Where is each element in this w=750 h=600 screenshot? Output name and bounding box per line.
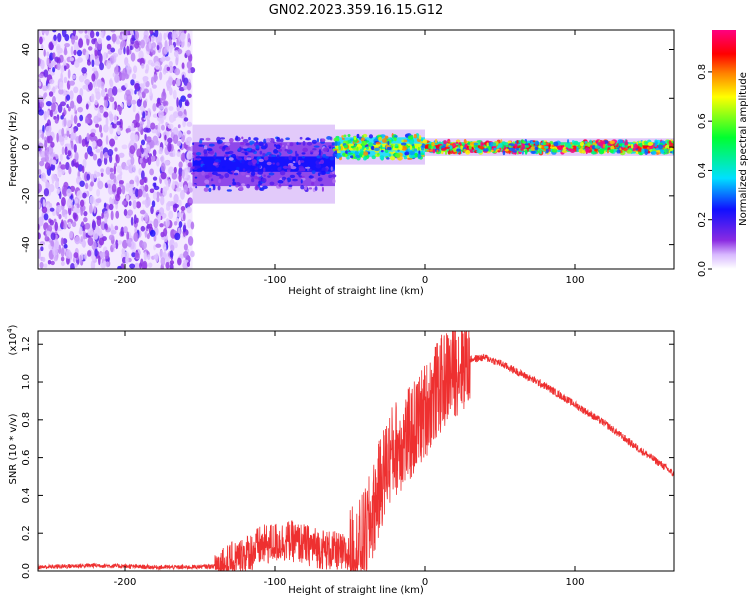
- x-tick-label: 0: [422, 275, 428, 286]
- snr-panel: -200 -100 0 100 0.0 0.2 0.4 0.6 0.8 1.0 1.2 Heigh…: [6, 324, 675, 596]
- spectrogram-x-ticks: -200 -100 0 100: [114, 30, 585, 286]
- spectrogram-frame: [37, 29, 675, 270]
- snr-ylabel: SNR (10 * v/v): [8, 413, 19, 484]
- y-tick-label: 0.8: [21, 412, 32, 428]
- y-tick-label: 0: [21, 144, 32, 150]
- y-tick-label: 0.6: [21, 450, 32, 466]
- y-tick-label: 0.2: [21, 525, 32, 541]
- snr-exponent-label: (x104): [6, 324, 19, 355]
- heatmap-feature-0: [38, 30, 196, 269]
- y-tick-label: -40: [21, 236, 32, 252]
- y-tick-label: -20: [21, 188, 32, 204]
- heatmap-feature-3: [422, 138, 674, 156]
- spectrogram-xlabel: Height of straight line (km): [288, 286, 424, 297]
- spectrogram-heatmap: [38, 30, 674, 269]
- x-tick-label: -200: [114, 577, 137, 588]
- snr-y-ticks: 0.0 0.2 0.4 0.6 0.8 1.0 1.2: [21, 336, 674, 579]
- y-tick-label: 1.0: [21, 374, 32, 390]
- x-tick-label: -100: [264, 275, 287, 286]
- snr-frame: [37, 330, 675, 572]
- snr-series: [38, 331, 674, 571]
- colorbar-tick-label: 0.6: [697, 113, 708, 129]
- colorbar-tick-label: 0.4: [697, 162, 708, 178]
- x-tick-label: -100: [264, 577, 287, 588]
- snr-xlabel: Height of straight line (km): [288, 585, 424, 596]
- colorbar-label: Normalized spectral amplitude: [738, 72, 749, 226]
- x-tick-label: 0: [422, 577, 428, 588]
- snr-exponent-close: ): [8, 324, 19, 328]
- figure-title: GN02.2023.359.16.15.G12: [269, 3, 444, 18]
- colorbar-ticks: 0.0 0.2 0.4 0.6 0.8: [697, 64, 712, 277]
- y-tick-label: 20: [21, 92, 32, 105]
- y-tick-label: 1.2: [21, 336, 32, 352]
- heatmap-feature-1: [190, 124, 337, 204]
- y-tick-label: 0.0: [21, 563, 32, 579]
- spectrogram-ylabel: Frequency (Hz): [8, 111, 19, 187]
- heatmap-feature-2: [332, 129, 427, 165]
- y-tick-label: 0.4: [21, 487, 32, 503]
- x-tick-label: 100: [565, 275, 584, 286]
- x-tick-label: -200: [114, 275, 137, 286]
- snr-exponent-base: (x10: [8, 333, 19, 356]
- snr-exponent-power: 4: [6, 328, 14, 333]
- spectrogram-y-ticks: -40 -20 0 20 40: [21, 43, 674, 253]
- snr-line: [38, 331, 674, 571]
- colorbar-tick-label: 0.8: [697, 64, 708, 80]
- colorbar-tick-label: 0.0: [697, 261, 708, 277]
- x-tick-label: 100: [565, 577, 584, 588]
- colorbar: 0.0 0.2 0.4 0.6 0.8 Normalized spectral ampl…: [697, 30, 749, 277]
- svg-text:(x104): (x104): [6, 324, 19, 355]
- colorbar-tick-label: 0.2: [697, 212, 708, 228]
- snr-x-ticks: -200 -100 0 100: [114, 331, 585, 588]
- y-tick-label: 40: [21, 43, 32, 56]
- colorbar-gradient: [712, 30, 736, 269]
